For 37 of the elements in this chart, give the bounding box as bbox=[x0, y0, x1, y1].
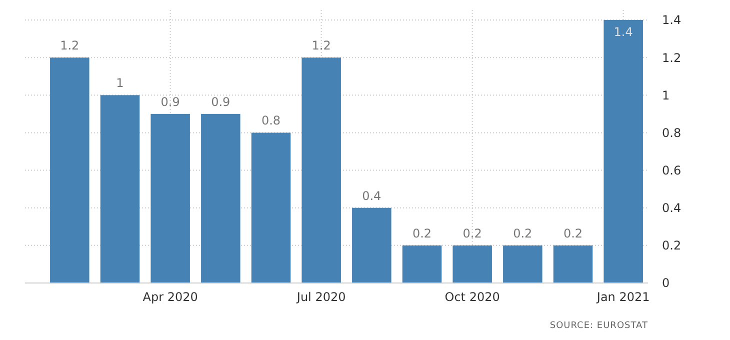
data-label: 0.2 bbox=[513, 226, 532, 240]
x-tick-label: Oct 2020 bbox=[444, 290, 500, 304]
y-tick-label: 0.6 bbox=[662, 163, 682, 178]
data-label: 0.2 bbox=[412, 226, 432, 240]
x-tick-label: Jul 2020 bbox=[296, 290, 346, 304]
x-tick-label: Jan 2021 bbox=[596, 290, 650, 304]
y-tick-label: 1.4 bbox=[662, 13, 682, 28]
bar bbox=[352, 208, 392, 283]
y-tick-label: 0.2 bbox=[662, 238, 682, 253]
bar bbox=[302, 58, 341, 283]
bar bbox=[553, 245, 593, 283]
bar bbox=[251, 132, 291, 283]
bar bbox=[201, 114, 240, 283]
data-label: 1.2 bbox=[60, 38, 80, 53]
bar bbox=[452, 245, 492, 283]
data-label: 0.2 bbox=[563, 226, 583, 240]
data-label: 0.9 bbox=[160, 94, 180, 109]
data-label: 0.9 bbox=[211, 94, 230, 109]
bar bbox=[604, 20, 643, 283]
bar bbox=[150, 114, 190, 283]
data-label: 0.2 bbox=[462, 226, 482, 240]
bar bbox=[50, 58, 90, 283]
data-label: 1 bbox=[116, 76, 124, 90]
data-label: 1.2 bbox=[312, 38, 331, 53]
y-tick-label: 1.2 bbox=[662, 50, 682, 65]
y-tick-label: 1 bbox=[662, 88, 670, 102]
data-label: 0.4 bbox=[362, 188, 382, 203]
y-tick-label: 0.4 bbox=[662, 201, 682, 216]
data-label: 1.4 bbox=[614, 25, 633, 39]
bar bbox=[100, 95, 140, 283]
y-tick-label: 0 bbox=[662, 276, 670, 290]
bar bbox=[402, 245, 442, 283]
y-tick-label: 0.8 bbox=[662, 126, 682, 140]
source-note: SOURCE: EUROSTAT bbox=[550, 321, 648, 331]
x-tick-label: Apr 2020 bbox=[142, 290, 198, 304]
bar bbox=[503, 245, 542, 283]
data-label: 0.8 bbox=[261, 114, 281, 128]
